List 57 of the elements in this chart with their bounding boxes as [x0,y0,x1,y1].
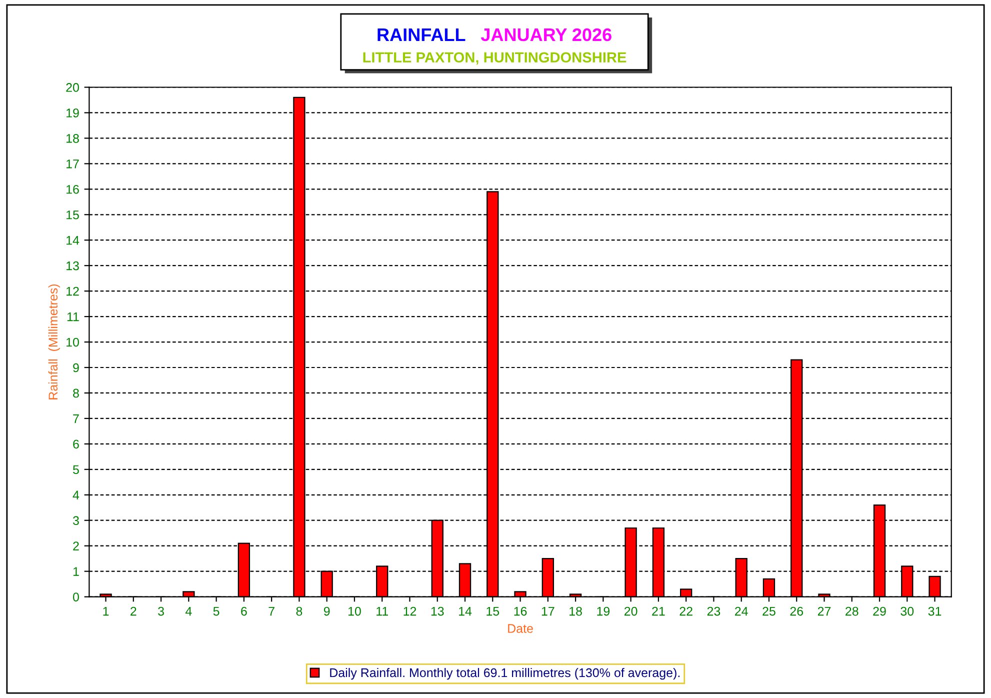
x-tick-label: 13 [431,606,444,616]
y-tick-label: 19 [66,108,79,118]
x-tick-label: 6 [241,606,247,616]
x-tick-label: 23 [707,606,720,616]
chart-subtitle: LITTLE PAXTON, HUNTINGDONSHIRE [363,52,626,65]
chart-title: RAINFALL JANUARY 2026 [378,28,612,42]
y-tick-label: 13 [66,261,79,270]
x-tick-label: 30 [900,606,914,616]
x-tick-label: 14 [459,606,472,616]
x-tick-label: 16 [514,606,527,616]
y-tick-label: 15 [66,210,79,220]
x-tick-label: 27 [818,606,831,616]
x-tick-label: 31 [928,606,942,616]
y-tick-label: 10 [66,338,79,347]
legend-label: Daily Rainfall. Monthly total 69.1 millimetres (130% of average). [330,668,680,680]
y-tick-label: 5 [73,465,79,474]
x-tick-label: 4 [185,606,192,616]
y-tick-label: 18 [66,134,79,143]
y-axis-title: Rainfall (Millimetres) [48,284,60,400]
y-tick-label: 12 [66,286,79,296]
y-tick-label: 11 [67,312,79,322]
x-tick-label: 2 [130,606,136,616]
x-tick-label: 18 [570,606,582,616]
x-tick-label: 29 [873,606,886,616]
y-tick-label: 4 [72,490,80,500]
y-tick-label: 14 [66,236,80,245]
y-tick-label: 1 [73,567,79,576]
x-tick-label: 28 [846,606,858,616]
x-tick-label: 22 [680,606,692,616]
y-tick-label: 7 [73,414,79,423]
x-tick-label: 12 [404,606,416,616]
x-tick-label: 19 [597,606,610,616]
y-tick-label: 8 [73,388,79,398]
x-tick-label: 11 [376,606,388,616]
x-tick-label: 25 [762,606,776,616]
x-tick-label: 1 [103,606,109,616]
y-tick-label: 20 [66,83,79,92]
x-tick-label: 9 [324,606,330,616]
x-tick-label: 24 [735,606,748,616]
x-tick-label: 15 [486,606,500,616]
y-tick-label: 0 [73,592,79,602]
x-tick-label: 7 [268,606,274,616]
y-tick-label: 6 [73,440,79,449]
x-tick-label: 10 [348,606,361,616]
y-tick-label: 3 [72,516,79,526]
x-tick-label: 3 [158,606,164,616]
x-tick-label: 17 [542,606,554,616]
x-tick-label: 21 [652,606,665,616]
y-tick-label: 9 [73,363,79,372]
x-tick-label: 5 [213,606,220,616]
x-tick-label: 8 [296,606,302,616]
y-tick-label: 16 [66,184,79,194]
y-tick-label: 2 [73,542,79,550]
x-axis-title: Date [508,624,533,633]
x-tick-label: 20 [624,606,638,616]
y-tick-label: 17 [66,160,79,168]
x-tick-label: 26 [790,606,804,616]
